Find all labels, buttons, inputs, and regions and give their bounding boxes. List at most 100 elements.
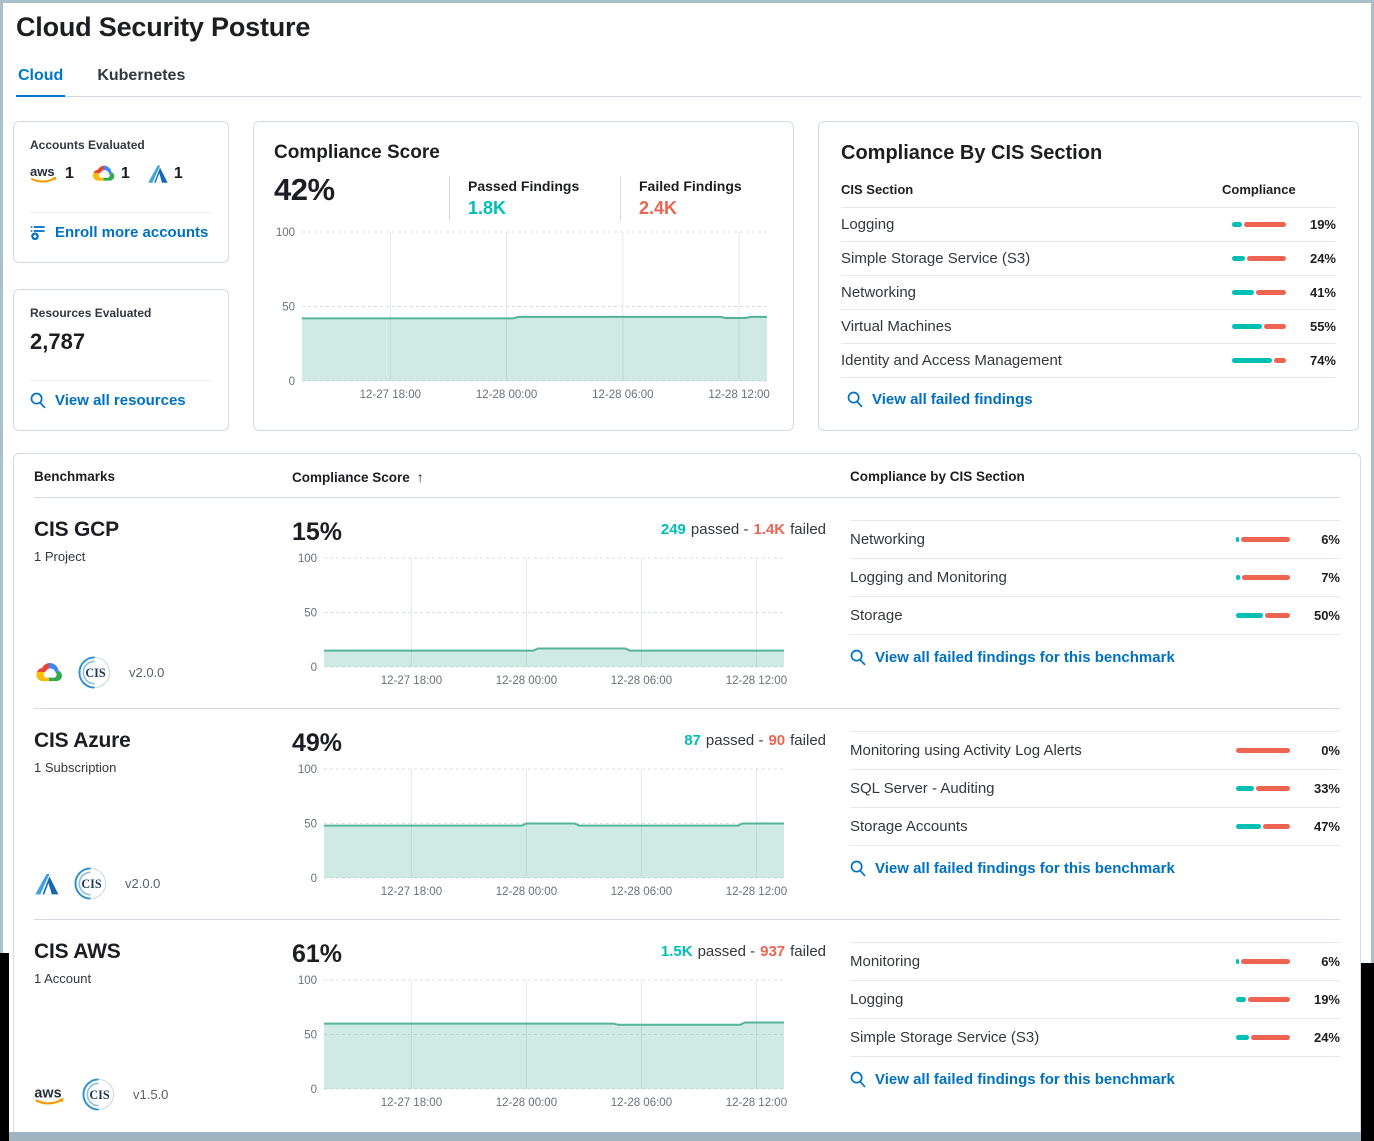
svg-text:12-28 06:00: 12-28 06:00 xyxy=(611,886,672,898)
compliance-bar xyxy=(1232,290,1286,295)
compliance-score-chart: 12-27 18:00 12-28 00:00 12-28 06:00 12-28 1… xyxy=(270,225,777,408)
section-label: Monitoring using Activity Log Alerts xyxy=(850,742,1082,759)
azure-account-count: 1 xyxy=(147,164,183,184)
compliance-percent: 19% xyxy=(1309,217,1336,232)
compliance-percent: 6% xyxy=(1321,954,1340,969)
svg-text:12-28 12:00: 12-28 12:00 xyxy=(726,1097,787,1109)
compliance-bar xyxy=(1236,1035,1290,1040)
cis-section-label: Virtual Machines xyxy=(841,318,952,335)
cis-logo-icon xyxy=(82,1078,115,1111)
cis-section-label: Identity and Access Management xyxy=(841,352,1062,369)
section-label: Networking xyxy=(850,531,926,548)
svg-text:50: 50 xyxy=(304,819,317,831)
svg-text:50: 50 xyxy=(282,302,295,314)
window-frame-top xyxy=(0,0,1374,3)
compliance-bar xyxy=(1236,613,1290,618)
compliance-score-column-label: Compliance Score xyxy=(292,470,410,485)
compliance-bar xyxy=(1232,256,1286,261)
cis-azure-chart: 12-27 18:00 12-28 00:00 12-28 06:00 12-28 1… xyxy=(292,762,830,905)
aws-count-value: 1 xyxy=(65,164,74,182)
view-failed-findings-benchmark-link[interactable]: View all failed findings for this benchm… xyxy=(850,1071,1175,1088)
svg-text:12-28 12:00: 12-28 12:00 xyxy=(726,675,787,687)
benchmark-row-cis-gcp: CIS GCP 1 Project v2.0.0 15% 249 passed … xyxy=(34,498,1340,708)
compliance-bar xyxy=(1236,824,1290,829)
svg-text:12-28 00:00: 12-28 00:00 xyxy=(496,675,557,687)
benchmarks-table: Benchmarks Compliance Score ↑ Compliance … xyxy=(13,453,1361,1139)
compliance-bar xyxy=(1236,786,1290,791)
svg-text:12-27 18:00: 12-27 18:00 xyxy=(381,1097,442,1109)
compliance-percent: 24% xyxy=(1313,1030,1340,1045)
section-label: Logging xyxy=(850,991,904,1008)
compliance-percent: 33% xyxy=(1313,781,1340,796)
tab-cloud[interactable]: Cloud xyxy=(16,67,66,97)
view-failed-findings-benchmark-link[interactable]: View all failed findings for this benchm… xyxy=(850,649,1175,666)
passed-findings-stat: Passed Findings 1.8K xyxy=(449,176,596,221)
view-all-failed-findings-link[interactable]: View all failed findings xyxy=(847,391,1033,408)
compliance-by-cis-section-card: Compliance By CIS Section CIS Section Co… xyxy=(818,121,1359,431)
aws-logo-icon xyxy=(30,164,58,183)
compliance-bar xyxy=(1232,324,1286,329)
benchmark-version: v2.0.0 xyxy=(129,665,165,680)
view-all-failed-findings-label: View all failed findings xyxy=(872,391,1033,408)
compliance-score-value: 42% xyxy=(274,172,335,207)
window-frame-right xyxy=(1371,0,1374,1141)
failed-word: failed xyxy=(790,732,826,749)
benchmarks-column-header: Benchmarks xyxy=(34,469,116,484)
compliance-percent: 50% xyxy=(1313,608,1340,623)
svg-text:12-27 18:00: 12-27 18:00 xyxy=(381,675,442,687)
compliance-score-sort-header[interactable]: Compliance Score ↑ xyxy=(292,469,830,485)
cis-section-label: Networking xyxy=(841,284,917,301)
view-all-resources-link[interactable]: View all resources xyxy=(30,392,186,409)
compliance-score-title: Compliance Score xyxy=(274,142,440,163)
svg-text:12-28 00:00: 12-28 00:00 xyxy=(476,389,537,401)
cis-section-label: Logging xyxy=(841,216,895,233)
benchmark-version: v1.5.0 xyxy=(133,1087,169,1102)
cis-section-column-header: CIS Section xyxy=(841,182,914,197)
section-label: Simple Storage Service (S3) xyxy=(850,1029,1040,1046)
aws-logo-icon xyxy=(34,1084,65,1105)
svg-text:100: 100 xyxy=(298,975,317,987)
sort-ascending-icon: ↑ xyxy=(416,469,424,485)
cis-gcp-chart: 12-27 18:00 12-28 00:00 12-28 06:00 12-28 1… xyxy=(292,551,830,694)
resources-count: 2,787 xyxy=(30,329,86,354)
compliance-percent: 19% xyxy=(1313,992,1340,1007)
compliance-percent: 0% xyxy=(1321,743,1340,758)
tab-bar: Cloud Kubernetes xyxy=(16,67,1361,97)
search-icon xyxy=(847,391,863,408)
view-failed-findings-benchmark-label: View all failed findings for this benchm… xyxy=(875,860,1175,877)
benchmark-name: CIS AWS xyxy=(34,940,121,963)
cis-table-header: CIS Section Compliance xyxy=(841,182,1336,207)
compliance-percent: 6% xyxy=(1321,532,1340,547)
compliance-bar xyxy=(1232,222,1286,227)
compliance-by-cis-section-column-header: Compliance by CIS Section xyxy=(850,469,1025,484)
compliance-percent: 41% xyxy=(1309,285,1336,300)
view-failed-findings-benchmark-link[interactable]: View all failed findings for this benchm… xyxy=(850,860,1175,877)
enroll-more-accounts-link[interactable]: Enroll more accounts xyxy=(30,224,208,241)
section-label: Storage xyxy=(850,607,903,624)
failed-findings-stat: Failed Findings 2.4K xyxy=(620,176,767,221)
resources-evaluated-title: Resources Evaluated xyxy=(30,306,152,320)
gcp-count-value: 1 xyxy=(120,164,130,182)
benchmark-section-row: Logging and Monitoring 7% xyxy=(850,558,1340,596)
tab-kubernetes[interactable]: Kubernetes xyxy=(97,67,186,84)
svg-text:12-27 18:00: 12-27 18:00 xyxy=(381,886,442,898)
passed-word: passed - xyxy=(690,521,749,538)
azure-count-value: 1 xyxy=(173,164,183,182)
svg-text:0: 0 xyxy=(311,662,317,674)
benchmark-section-row: Storage Accounts 47% xyxy=(850,807,1340,845)
provider-counts: 1 1 1 xyxy=(30,163,212,184)
failed-findings-label: Failed Findings xyxy=(639,178,742,194)
cis-section-card-title: Compliance By CIS Section xyxy=(841,142,1103,164)
passed-findings-value: 1.8K xyxy=(468,198,507,218)
cis-section-row: Simple Storage Service (S3) 24% xyxy=(841,241,1336,275)
svg-text:12-28 12:00: 12-28 12:00 xyxy=(726,886,787,898)
passed-word: passed - xyxy=(697,943,756,960)
azure-logo-icon xyxy=(35,873,59,894)
compliance-bar xyxy=(1236,997,1290,1002)
benchmark-section-row: Monitoring using Activity Log Alerts 0% xyxy=(850,731,1340,769)
resources-evaluated-card: Resources Evaluated 2,787 View all resou… xyxy=(13,289,229,431)
svg-text:0: 0 xyxy=(311,1084,317,1096)
cis-section-label: Simple Storage Service (S3) xyxy=(841,250,1031,267)
page-title: Cloud Security Posture xyxy=(16,12,311,42)
